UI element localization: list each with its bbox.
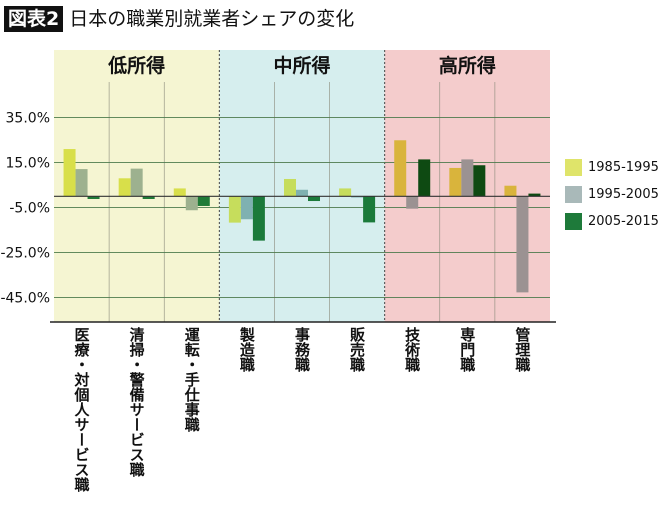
category-label: 技術職 bbox=[385, 327, 440, 372]
bar-1985-1995 bbox=[339, 188, 352, 197]
legend-swatch bbox=[565, 159, 582, 176]
bar-2005-2015 bbox=[252, 196, 265, 241]
legend-item: 2005-2015 bbox=[565, 213, 659, 230]
group-label: 高所得 bbox=[439, 54, 496, 77]
bar-1995-2005 bbox=[185, 196, 198, 211]
bar-2005-2015 bbox=[308, 196, 320, 202]
title-text: 日本の職業別就業者シェアの変化 bbox=[69, 8, 355, 30]
bar-1985-1995 bbox=[284, 178, 296, 197]
bar-2005-2015 bbox=[418, 159, 431, 197]
legend-item: 1995-2005 bbox=[565, 186, 659, 203]
category-label-text: 技術職 bbox=[403, 327, 422, 372]
category-label-text: 製造職 bbox=[237, 327, 256, 372]
bar-2005-2015 bbox=[473, 165, 486, 197]
group-label: 中所得 bbox=[273, 54, 330, 77]
category-label-text: 専門職 bbox=[458, 327, 477, 372]
bar-1995-2005 bbox=[406, 196, 419, 209]
bar-1995-2005 bbox=[296, 189, 308, 197]
category-label: 清掃・警備サービス職 bbox=[109, 327, 164, 477]
category-label: 運転・手仕事職 bbox=[164, 327, 219, 432]
legend-label: 1985-1995 bbox=[588, 160, 659, 175]
legend-item: 1985-1995 bbox=[565, 159, 659, 176]
bar-2005-2015 bbox=[197, 196, 210, 206]
y-tick-label: 35.0% bbox=[6, 111, 50, 127]
bar-1995-2005 bbox=[240, 196, 253, 220]
group-label: 低所得 bbox=[107, 54, 165, 77]
category-label-text: 管理職 bbox=[513, 327, 532, 372]
category-label-text: 運転・手仕事職 bbox=[182, 327, 201, 432]
legend-swatch bbox=[565, 213, 582, 230]
bar-1995-2005 bbox=[516, 196, 529, 293]
bar-1985-1995 bbox=[394, 140, 407, 197]
y-tick-label: -5.0% bbox=[9, 201, 50, 217]
bar-1995-2005 bbox=[75, 169, 88, 197]
y-tick-label: -45.0% bbox=[0, 291, 50, 307]
legend-swatch bbox=[565, 186, 582, 203]
legend-label: 1995-2005 bbox=[588, 187, 659, 202]
y-tick-label: -25.0% bbox=[0, 246, 50, 262]
bar-1985-1995 bbox=[504, 185, 517, 197]
bar-1985-1995 bbox=[173, 188, 186, 197]
bar-2005-2015 bbox=[528, 193, 541, 197]
category-label: 管理職 bbox=[495, 327, 550, 372]
legend-label: 2005-2015 bbox=[588, 214, 659, 229]
category-label: 専門職 bbox=[440, 327, 495, 372]
bar-1995-2005 bbox=[130, 168, 143, 197]
group-background bbox=[219, 50, 385, 322]
category-label-text: 医療・対個人サービス職 bbox=[72, 327, 91, 492]
chart-title: 図表2 日本の職業別就業者シェアの変化 bbox=[4, 6, 354, 32]
category-label-text: 販売職 bbox=[348, 327, 367, 372]
bar-2005-2015 bbox=[87, 196, 100, 199]
category-label: 製造職 bbox=[219, 327, 274, 372]
category-label-text: 清掃・警備サービス職 bbox=[127, 327, 146, 477]
bar-2005-2015 bbox=[363, 196, 376, 223]
bar-2005-2015 bbox=[142, 196, 155, 199]
category-label: 事務職 bbox=[274, 327, 329, 372]
bar-1985-1995 bbox=[118, 178, 131, 197]
bar-1995-2005 bbox=[461, 159, 474, 197]
y-tick-label: 15.0% bbox=[6, 156, 50, 172]
figure-badge: 図表2 bbox=[4, 6, 64, 32]
category-label: 医療・対個人サービス職 bbox=[54, 327, 109, 492]
category-label: 販売職 bbox=[330, 327, 385, 372]
bar-1985-1995 bbox=[449, 167, 462, 197]
bar-1985-1995 bbox=[228, 196, 241, 223]
category-label-text: 事務職 bbox=[292, 327, 311, 372]
bar-1985-1995 bbox=[63, 149, 76, 197]
